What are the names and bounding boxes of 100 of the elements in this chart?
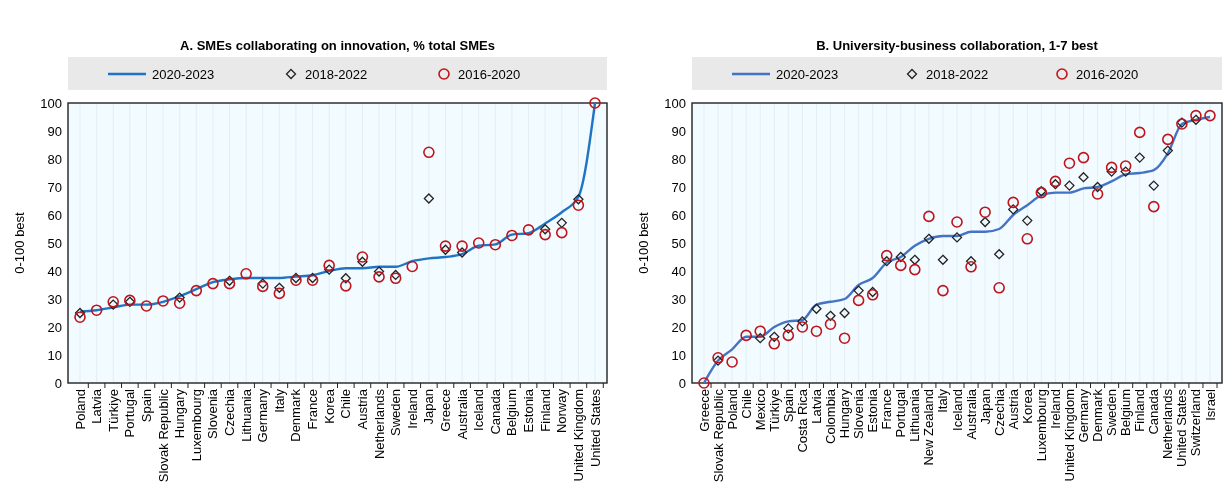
x-tick-label: Australia	[454, 388, 470, 440]
point	[390, 269, 401, 281]
point	[769, 331, 780, 342]
y-tick-label: 40	[671, 263, 686, 279]
point	[825, 310, 836, 321]
point	[811, 303, 822, 314]
point	[852, 294, 865, 307]
point	[423, 146, 435, 159]
x-tick-label: Germany	[1076, 388, 1091, 443]
x-tick-label: Belgium	[504, 389, 520, 436]
x-tick-label: United States	[1174, 388, 1190, 468]
point	[796, 321, 809, 333]
point	[539, 228, 551, 241]
chart-title: A. SMEs collaborating on innovation, % total SMEs	[180, 38, 495, 53]
y-tick-label: 50	[47, 235, 62, 251]
point	[1078, 172, 1089, 183]
x-tick-label: Chile	[338, 389, 354, 419]
point	[1204, 109, 1216, 122]
point	[472, 237, 485, 249]
point	[1063, 157, 1076, 169]
point	[323, 259, 335, 272]
point	[923, 233, 935, 244]
point	[1077, 151, 1090, 164]
x-tick-label: United Kingdom	[1061, 389, 1077, 482]
point	[1050, 179, 1061, 190]
x-tick-label: Austria	[354, 388, 370, 430]
x-tick-label: Denmark	[1090, 388, 1106, 442]
x-tick-label: Chile	[738, 389, 754, 419]
point	[1162, 133, 1174, 146]
x-tick-label: Ireland	[404, 389, 420, 429]
x-tick-label: Spain	[138, 389, 154, 423]
x-tick-label: Japan	[977, 389, 993, 425]
point	[1092, 181, 1103, 193]
y-tick-label: 80	[671, 151, 686, 167]
x-tick-label: Slovenia	[205, 388, 221, 439]
point	[880, 249, 893, 262]
point	[555, 226, 568, 239]
point	[406, 260, 419, 273]
point	[937, 254, 949, 265]
x-tick-label: Estonia	[521, 388, 537, 433]
point	[1162, 145, 1173, 156]
x-tick-label: United Kingdom	[570, 389, 586, 482]
x-tick-label: Canada	[1146, 388, 1162, 435]
point	[1119, 160, 1132, 172]
legend-label: 2016-2020	[458, 66, 521, 82]
point	[1106, 166, 1117, 177]
x-tick-label: Czechia	[222, 388, 238, 436]
point	[573, 194, 584, 205]
point	[224, 275, 235, 286]
point	[754, 325, 767, 337]
x-tick-label: Israel	[1202, 388, 1218, 421]
point	[951, 216, 963, 228]
point	[979, 206, 991, 218]
point	[993, 282, 1005, 294]
point	[274, 282, 285, 293]
x-tick-label: France	[879, 389, 895, 430]
y-tick-label: 40	[47, 263, 62, 279]
point	[173, 297, 186, 309]
point	[740, 329, 752, 342]
point	[556, 217, 567, 228]
point	[1105, 161, 1118, 174]
y-tick-label: 80	[47, 151, 62, 167]
point	[1190, 109, 1202, 122]
y-tick-label: 90	[47, 123, 62, 139]
point	[257, 278, 268, 289]
x-tick-label: Belgium	[1118, 389, 1134, 436]
point	[389, 272, 402, 285]
point	[506, 229, 518, 242]
point	[1064, 180, 1075, 191]
y-tick-label: 100	[40, 95, 62, 111]
point	[572, 199, 585, 211]
x-tick-label: Iceland	[471, 389, 487, 431]
point	[440, 244, 451, 255]
x-tick-label: Austria	[1005, 388, 1021, 430]
x-tick-label: Portugal	[122, 388, 138, 438]
y-tick-label: 100	[664, 95, 686, 111]
point	[909, 254, 920, 265]
point	[979, 216, 991, 228]
x-tick-label: Canada	[487, 388, 503, 435]
point	[1133, 126, 1146, 139]
point	[1190, 114, 1202, 125]
x-tick-label: Lithuania	[907, 388, 923, 442]
point	[923, 210, 935, 223]
x-tick-label: Slovenia	[851, 388, 867, 439]
point	[994, 249, 1005, 260]
point	[157, 295, 169, 307]
point	[273, 287, 286, 300]
y-axis-title: 0-100 best	[12, 211, 27, 274]
point	[74, 311, 86, 323]
x-tick-label: Italy	[271, 388, 287, 413]
point	[356, 251, 369, 263]
x-tick-label: Luxembourg	[1033, 389, 1049, 462]
x-tick-label: United States	[587, 388, 603, 468]
point	[90, 304, 103, 316]
legend-label: 2020-2023	[152, 66, 215, 82]
point	[540, 224, 551, 235]
x-tick-label: Colombia	[823, 388, 838, 444]
y-tick-label: 20	[47, 319, 62, 335]
point	[1120, 166, 1131, 177]
point	[1134, 152, 1145, 163]
